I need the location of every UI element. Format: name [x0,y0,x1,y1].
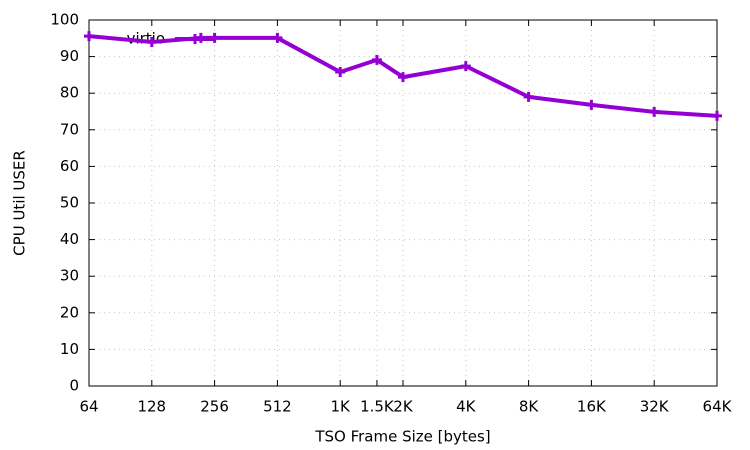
point-marker [195,32,206,43]
y-tick-label: 90 [60,47,79,65]
point-marker [335,66,346,77]
x-tick-label: 512 [263,398,292,416]
y-tick-label: 20 [60,303,79,321]
point-marker [460,61,471,72]
point-marker [523,91,534,102]
point-marker [712,110,722,121]
plot-frame [88,19,718,387]
y-tick-label: 100 [50,11,79,29]
point-marker [371,54,382,65]
x-axis-label: TSO Frame Size [bytes] [314,428,490,446]
x-tick-label: 4K [456,398,477,416]
point-marker [146,36,157,47]
y-axis-label: CPU Util USER [11,150,29,256]
point-marker [84,31,94,42]
x-tick-label: 64K [703,398,733,416]
x-tick-label: 256 [200,398,229,416]
y-tick-label: 60 [60,157,79,175]
y-tick-label: 10 [60,340,79,358]
point-marker [272,32,283,43]
y-tick-label: 80 [60,84,79,102]
x-tick-label: 128 [137,398,166,416]
x-tick-label: 2K [393,398,414,416]
x-tick-label: 1K [331,398,352,416]
y-tick-label: 0 [69,377,79,395]
point-marker [649,106,660,117]
point-marker [586,99,597,110]
y-tick-label: 70 [60,120,79,138]
point-marker [398,72,408,83]
x-tick-label: 1.5K [360,398,395,416]
x-tick-label: 8K [519,398,540,416]
x-tick-label: 32K [640,398,670,416]
y-tick-label: 50 [60,194,79,212]
y-tick-label: 40 [60,230,79,248]
x-tick-label: 64 [79,398,98,416]
x-tick-label: 16K [577,398,607,416]
point-marker [209,32,220,43]
y-tick-label: 30 [60,267,79,285]
